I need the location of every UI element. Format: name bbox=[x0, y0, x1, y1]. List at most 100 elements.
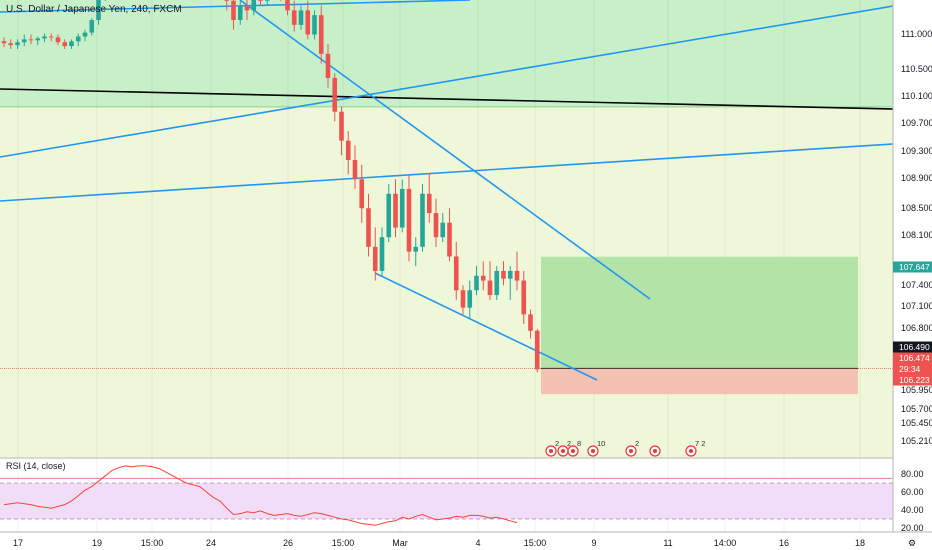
event-count: 8 bbox=[577, 439, 581, 448]
candle bbox=[426, 174, 432, 223]
candle bbox=[285, 0, 290, 16]
candle bbox=[8, 39, 14, 49]
svg-text:29:34: 29:34 bbox=[899, 364, 921, 374]
candle bbox=[89, 18, 95, 36]
price-tick-label: 105.450 bbox=[901, 418, 932, 428]
candle bbox=[325, 44, 331, 88]
long-position-tool[interactable] bbox=[0, 256, 893, 395]
price-tick-label: 109.300 bbox=[901, 146, 932, 156]
price-badge: 106.223 bbox=[893, 374, 932, 386]
time-tick-label: 24 bbox=[206, 538, 216, 548]
price-tick-label: 107.400 bbox=[901, 280, 932, 290]
event-marker[interactable]: 2 bbox=[545, 439, 559, 457]
candle bbox=[62, 39, 68, 49]
candle bbox=[514, 251, 520, 291]
candle bbox=[494, 266, 500, 300]
candle bbox=[413, 237, 419, 267]
event-markers[interactable]: 2 2 8 10 2 7 2 bbox=[545, 439, 705, 457]
time-tick-label: 26 bbox=[283, 538, 293, 548]
lower-channel-line[interactable] bbox=[0, 143, 894, 202]
price-tick-label: 105.210 bbox=[901, 436, 932, 446]
candle bbox=[75, 33, 81, 47]
candle bbox=[345, 131, 351, 175]
svg-text:106.474: 106.474 bbox=[899, 353, 930, 363]
candle bbox=[447, 208, 452, 262]
candle bbox=[258, 0, 263, 6]
time-tick-label: 17 bbox=[13, 538, 23, 548]
candle bbox=[264, 0, 270, 6]
price-tick-label: 108.900 bbox=[901, 173, 932, 183]
candle bbox=[298, 5, 304, 30]
time-tick-label: 19 bbox=[92, 538, 102, 548]
position-stop-box[interactable] bbox=[541, 368, 858, 395]
event-count: 2 bbox=[555, 439, 559, 448]
rsi-line bbox=[3, 465, 518, 526]
svg-text:106.490: 106.490 bbox=[899, 342, 930, 352]
rsi-tick-label: 40.00 bbox=[901, 505, 924, 515]
svg-text:106.223: 106.223 bbox=[899, 375, 930, 385]
price-tick-label: 110.100 bbox=[901, 91, 932, 101]
candle bbox=[28, 34, 34, 45]
candle bbox=[231, 0, 236, 30]
event-marker[interactable]: 7 2 bbox=[685, 439, 705, 457]
candles bbox=[1, 0, 540, 373]
time-tick-label: 15:00 bbox=[332, 538, 355, 548]
rsi-tick-label: 20.00 bbox=[901, 523, 924, 533]
price-tick-label: 109.700 bbox=[901, 118, 932, 128]
candle bbox=[82, 29, 88, 42]
time-tick-label: 11 bbox=[663, 538, 672, 548]
candle bbox=[244, 0, 250, 21]
candle bbox=[399, 179, 405, 233]
settings-gear-icon[interactable]: ⚙ bbox=[908, 538, 916, 548]
zone-0 bbox=[0, 0, 893, 107]
candle bbox=[474, 266, 479, 296]
candle bbox=[467, 280, 473, 320]
candle bbox=[433, 198, 439, 247]
price-tick-label: 106.800 bbox=[901, 323, 932, 333]
candle bbox=[372, 227, 378, 281]
black-horizontal-trendline[interactable] bbox=[0, 88, 894, 110]
descending-resistance-line[interactable] bbox=[239, 0, 651, 300]
rsi-band bbox=[0, 483, 893, 519]
price-tick-label: 111.000 bbox=[901, 29, 932, 39]
upper-channel-line[interactable] bbox=[0, 5, 894, 158]
candle bbox=[352, 145, 358, 189]
candle bbox=[406, 174, 412, 262]
candle bbox=[480, 261, 486, 291]
candle bbox=[15, 39, 20, 49]
time-tick-label: 18 bbox=[855, 538, 865, 548]
candle bbox=[305, 0, 311, 40]
event-count: 2 bbox=[567, 439, 571, 448]
price-axis-bg bbox=[893, 0, 932, 550]
rsi-tick-label: 60.00 bbox=[901, 487, 924, 497]
price-badge: 29:34 bbox=[893, 363, 932, 375]
candle bbox=[366, 193, 371, 257]
price-tick-label: 108.100 bbox=[901, 230, 932, 240]
candle bbox=[339, 106, 344, 156]
candle bbox=[237, 0, 243, 25]
price-badge: 106.490 bbox=[893, 341, 932, 353]
time-tick-label: 4 bbox=[475, 538, 480, 548]
event-marker[interactable] bbox=[649, 445, 661, 457]
position-target-box[interactable] bbox=[541, 256, 858, 369]
time-tick-label: 16 bbox=[779, 538, 789, 548]
candle bbox=[332, 73, 338, 122]
rsi-label: RSI (14, close) bbox=[6, 461, 66, 471]
candle bbox=[42, 33, 47, 43]
event-marker[interactable]: 2 bbox=[625, 439, 639, 457]
svg-text:107.647: 107.647 bbox=[899, 262, 930, 272]
descending-support-line[interactable] bbox=[374, 272, 598, 381]
candle bbox=[393, 179, 398, 238]
event-marker[interactable]: 2 bbox=[557, 439, 571, 457]
event-count: 2 bbox=[635, 439, 639, 448]
candle bbox=[1, 37, 7, 48]
event-marker[interactable]: 10 bbox=[587, 439, 605, 457]
candle bbox=[35, 36, 41, 46]
rsi-tick-label: 80.00 bbox=[901, 469, 924, 479]
candle bbox=[96, 0, 101, 25]
event-count: 10 bbox=[597, 439, 605, 448]
event-marker[interactable]: 8 bbox=[567, 439, 581, 457]
candle bbox=[501, 261, 506, 286]
